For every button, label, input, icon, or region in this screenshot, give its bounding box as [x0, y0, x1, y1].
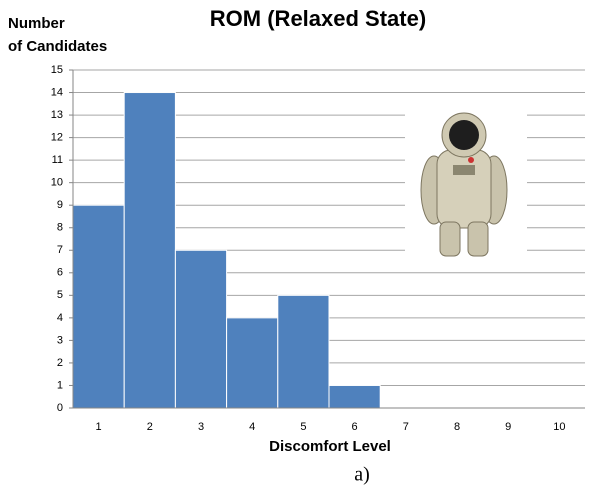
y-tick-label: 3	[57, 334, 63, 346]
y-tick-label: 7	[57, 244, 63, 256]
astronaut-image	[405, 102, 527, 264]
x-tick-label: 2	[147, 421, 153, 433]
y-tick-label: 5	[57, 289, 63, 301]
y-tick-label: 14	[51, 86, 63, 98]
x-tick-label: 8	[454, 421, 460, 433]
y-tick-label: 9	[57, 199, 63, 211]
x-tick-label: 1	[96, 421, 102, 433]
y-tick-label: 1	[57, 379, 63, 391]
y-tick-label: 11	[52, 154, 63, 166]
chart: ROM (Relaxed State) Number of Candidates…	[0, 0, 592, 492]
y-tick-label: 2	[57, 357, 63, 369]
y-tick-label: 4	[57, 312, 63, 324]
x-tick-label: 6	[352, 421, 358, 433]
y-tick-label: 6	[57, 267, 63, 279]
y-tick-label: 12	[51, 132, 63, 144]
bar	[329, 385, 380, 408]
y-tick-label: 13	[51, 109, 63, 121]
y-tick-label: 10	[51, 177, 63, 189]
bar	[278, 295, 329, 408]
bar	[73, 205, 124, 408]
bar	[227, 318, 278, 408]
y-axis-label: of Candidates	[8, 38, 107, 55]
chart-title: ROM (Relaxed State)	[210, 6, 426, 31]
y-axis-label: Number	[8, 15, 65, 32]
x-tick-label: 5	[300, 421, 306, 433]
bar	[175, 250, 226, 408]
x-tick-label: 3	[198, 421, 204, 433]
y-tick-label: 0	[57, 402, 63, 414]
y-tick-label: 15	[51, 64, 63, 76]
x-tick-label: 9	[505, 421, 511, 433]
bar	[124, 93, 175, 408]
x-tick-label: 4	[249, 421, 255, 433]
x-tick-label: 10	[553, 421, 565, 433]
x-axis-label: Discomfort Level	[269, 438, 391, 455]
y-tick-label: 8	[57, 222, 63, 234]
x-tick-label: 7	[403, 421, 409, 433]
caption: a)	[354, 464, 370, 486]
